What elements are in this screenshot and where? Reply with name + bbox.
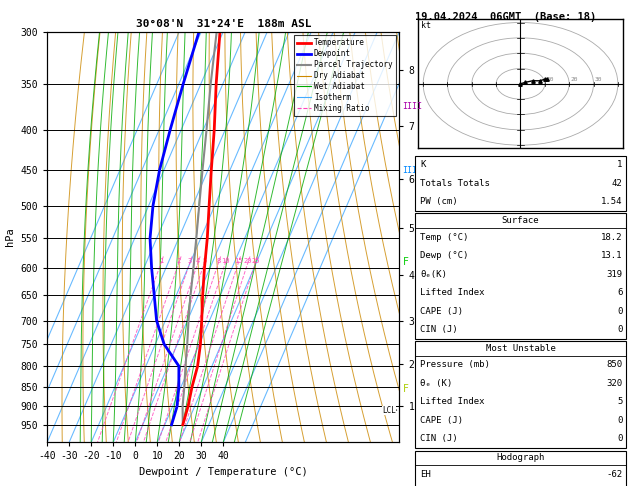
Text: θₑ (K): θₑ (K) xyxy=(420,379,452,388)
Text: CIN (J): CIN (J) xyxy=(420,434,458,443)
Text: LCL: LCL xyxy=(382,406,396,415)
Title: 30°08'N  31°24'E  188m ASL: 30°08'N 31°24'E 188m ASL xyxy=(135,19,311,30)
Text: 0: 0 xyxy=(617,307,623,315)
Text: PW (cm): PW (cm) xyxy=(420,197,458,206)
Text: 20: 20 xyxy=(244,258,252,264)
Text: 20: 20 xyxy=(571,77,578,82)
Text: Most Unstable: Most Unstable xyxy=(486,344,555,353)
Text: 3: 3 xyxy=(188,258,192,264)
Text: 1.54: 1.54 xyxy=(601,197,623,206)
Y-axis label: hPa: hPa xyxy=(5,227,15,246)
Text: 6: 6 xyxy=(617,288,623,297)
Text: 1: 1 xyxy=(617,160,623,169)
Text: 319: 319 xyxy=(606,270,623,278)
Text: 10: 10 xyxy=(546,77,554,82)
Text: 19.04.2024  06GMT  (Base: 18): 19.04.2024 06GMT (Base: 18) xyxy=(415,12,596,22)
Text: 25: 25 xyxy=(252,258,260,264)
Text: kt: kt xyxy=(421,21,431,30)
Text: III: III xyxy=(403,166,418,174)
Text: Dewp (°C): Dewp (°C) xyxy=(420,251,469,260)
Text: EH: EH xyxy=(420,470,431,479)
Text: 5: 5 xyxy=(617,398,623,406)
Text: Surface: Surface xyxy=(502,216,539,225)
Text: CAPE (J): CAPE (J) xyxy=(420,416,463,425)
Text: Lifted Index: Lifted Index xyxy=(420,398,485,406)
Text: 15: 15 xyxy=(234,258,243,264)
Text: CAPE (J): CAPE (J) xyxy=(420,307,463,315)
Text: 4: 4 xyxy=(196,258,200,264)
X-axis label: Dewpoint / Temperature (°C): Dewpoint / Temperature (°C) xyxy=(139,467,308,477)
Text: θₑ(K): θₑ(K) xyxy=(420,270,447,278)
Text: 13.1: 13.1 xyxy=(601,251,623,260)
Text: -62: -62 xyxy=(606,470,623,479)
Text: 1: 1 xyxy=(159,258,164,264)
Text: 0: 0 xyxy=(617,325,623,334)
Text: F: F xyxy=(403,258,408,267)
Text: K: K xyxy=(420,160,426,169)
Text: 2: 2 xyxy=(177,258,181,264)
Text: Hodograph: Hodograph xyxy=(496,453,545,462)
Text: 0: 0 xyxy=(617,434,623,443)
Text: 850: 850 xyxy=(606,361,623,369)
Text: 10: 10 xyxy=(221,258,230,264)
Y-axis label: km
ASL: km ASL xyxy=(416,228,437,246)
Text: 320: 320 xyxy=(606,379,623,388)
Text: 30: 30 xyxy=(595,77,602,82)
Text: 42: 42 xyxy=(612,179,623,188)
Text: Totals Totals: Totals Totals xyxy=(420,179,490,188)
Legend: Temperature, Dewpoint, Parcel Trajectory, Dry Adiabat, Wet Adiabat, Isotherm, Mi: Temperature, Dewpoint, Parcel Trajectory… xyxy=(294,35,396,116)
Text: 0: 0 xyxy=(617,416,623,425)
Text: Pressure (mb): Pressure (mb) xyxy=(420,361,490,369)
Text: F: F xyxy=(403,384,408,394)
Text: 8: 8 xyxy=(216,258,221,264)
Text: 18.2: 18.2 xyxy=(601,233,623,242)
Text: 5: 5 xyxy=(203,258,207,264)
Text: CIN (J): CIN (J) xyxy=(420,325,458,334)
Text: Temp (°C): Temp (°C) xyxy=(420,233,469,242)
Text: Lifted Index: Lifted Index xyxy=(420,288,485,297)
Text: IIII: IIII xyxy=(403,103,423,111)
